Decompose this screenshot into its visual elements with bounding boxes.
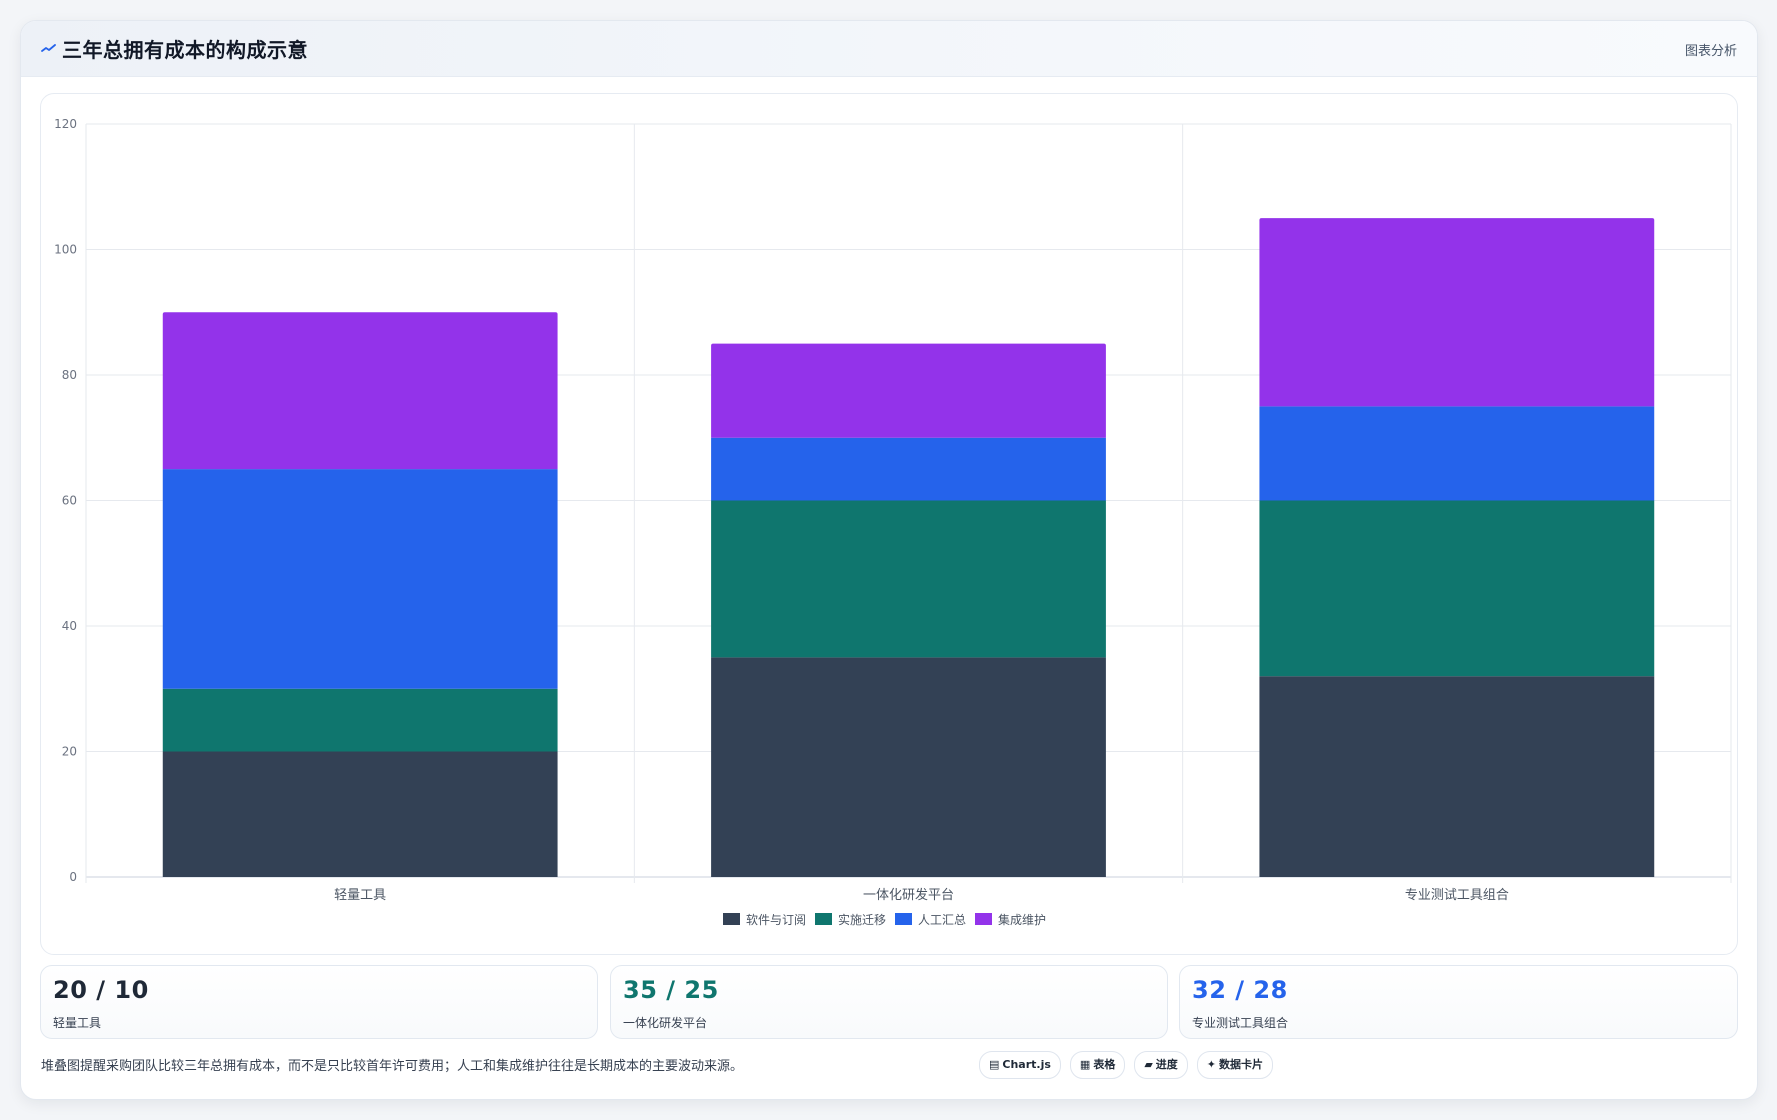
bar-segment: [162, 688, 558, 752]
bar-segment: [162, 751, 558, 877]
legend-label: 实施迁移: [838, 912, 886, 927]
bar-segment: [162, 469, 558, 689]
tag-label: Chart.js: [1002, 1058, 1051, 1071]
stat-card-testing-suite: 32 / 28 专业测试工具组合: [1179, 965, 1738, 1039]
bar-segment: [1259, 676, 1655, 877]
y-tick-label: 40: [62, 619, 77, 633]
chart-footnote: 堆叠图提醒采购团队比较三年总拥有成本，而不是只比较首年许可费用；人工和集成维护往…: [41, 1059, 744, 1074]
stat-value: 20 / 10: [53, 976, 149, 1004]
y-tick-label: 120: [54, 117, 77, 131]
legend-swatch: [975, 913, 992, 925]
y-tick-label: 0: [69, 870, 77, 884]
chart-analysis-link[interactable]: 图表分析: [1684, 44, 1737, 59]
card-header: 三年总拥有成本的构成示意 图表分析: [21, 21, 1757, 77]
stat-card-light-tool: 20 / 10 轻量工具: [40, 965, 598, 1039]
bar-segment: [1259, 500, 1655, 677]
tag-label: 进度: [1155, 1058, 1178, 1071]
stat-label: 一体化研发平台: [623, 1016, 708, 1030]
tag-data-card[interactable]: ✦ 数据卡片: [1196, 1051, 1274, 1079]
chart-icon: ▤: [989, 1058, 1000, 1071]
y-tick-label: 60: [62, 494, 77, 508]
stat-card-integrated-platform: 35 / 25 一体化研发平台: [610, 965, 1168, 1039]
chart-title: 三年总拥有成本的构成示意: [62, 38, 308, 62]
x-tick-label: 轻量工具: [334, 888, 386, 903]
tag-list: ▤ Chart.js ▦ 表格 ▰ 进度 ✦ 数据卡片: [979, 1051, 1274, 1079]
legend-swatch: [723, 913, 740, 925]
bar-segment: [711, 343, 1106, 438]
chart-card: 三年总拥有成本的构成示意 图表分析 0 20 40 60 80 100 120 轻量工具 一体化…: [20, 20, 1758, 1100]
legend-label: 集成维护: [998, 912, 1046, 927]
bar-segment: [162, 312, 558, 470]
legend-label: 软件与订阅: [746, 913, 806, 927]
y-tick-label: 80: [62, 368, 77, 382]
y-tick-label: 20: [62, 745, 77, 759]
bar-segment: [1259, 218, 1655, 407]
tag-label: 表格: [1093, 1058, 1116, 1071]
legend-swatch: [895, 913, 912, 925]
stat-label: 专业测试工具组合: [1192, 1016, 1289, 1030]
chart-panel: 0 20 40 60 80 100 120 轻量工具 一体化研发平台 专业测试工具组合软件与订阅 实…: [40, 93, 1738, 955]
tag-table[interactable]: ▦ 表格: [1069, 1051, 1126, 1079]
tag-label: 数据卡片: [1219, 1058, 1264, 1071]
bar-segment: [711, 657, 1106, 877]
sparkle-icon: ✦: [1206, 1058, 1217, 1071]
tag-progress[interactable]: ▰ 进度: [1134, 1051, 1188, 1079]
stat-value: 35 / 25: [623, 976, 719, 1004]
y-tick-label: 100: [54, 243, 77, 257]
progress-icon: ▰: [1144, 1058, 1153, 1071]
stat-label: 轻量工具: [53, 1016, 102, 1030]
legend-label: 人工汇总: [918, 913, 966, 927]
x-tick-label: 专业测试工具组合: [1405, 888, 1509, 903]
table-icon: ▦: [1079, 1058, 1091, 1071]
trend-line-icon: [41, 44, 56, 52]
bar-segment: [711, 500, 1106, 658]
legend-swatch: [815, 913, 832, 925]
stat-value: 32 / 28: [1192, 976, 1288, 1004]
bar-segment: [1259, 406, 1655, 501]
x-tick-label: 一体化研发平台: [863, 887, 954, 903]
tag-chartjs[interactable]: ▤ Chart.js: [979, 1051, 1061, 1079]
bar-segment: [711, 437, 1106, 501]
